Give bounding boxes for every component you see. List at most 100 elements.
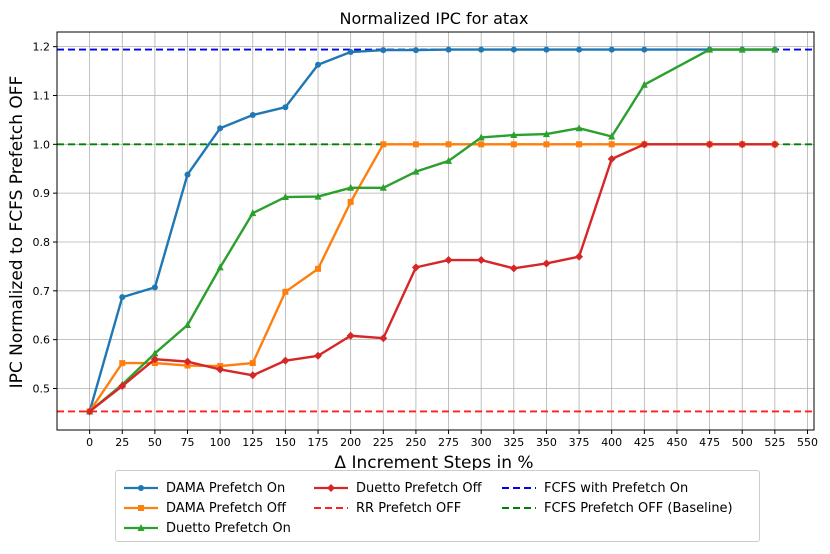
x-tick-label: 125	[242, 436, 263, 449]
y-tick-label: 0.9	[33, 187, 51, 200]
legend-swatch-fcfs-on	[502, 487, 536, 489]
data-point	[85, 407, 94, 416]
x-tick-label: 75	[181, 436, 195, 449]
legend-item-fcfs-on: FCFS with Prefetch On	[502, 479, 688, 497]
data-point	[412, 47, 419, 54]
data-point	[347, 198, 354, 205]
x-tick-label: 250	[405, 436, 426, 449]
ipc-line-chart: Normalized IPC for atax 0 25 50 75 100 125 150…	[7, 9, 818, 470]
legend-label: FCFS Prefetch OFF (Baseline)	[544, 500, 733, 516]
data-point	[445, 156, 453, 164]
data-point	[118, 382, 127, 391]
x-tick-label: 375	[569, 436, 590, 449]
data-point	[445, 141, 452, 148]
data-point	[510, 141, 517, 148]
data-point	[282, 104, 289, 111]
data-point	[315, 265, 322, 272]
series-line	[88, 48, 775, 412]
data-point	[282, 288, 289, 295]
x-tick-label: 350	[536, 436, 557, 449]
x-tick-label: 450	[666, 436, 687, 449]
data-point	[119, 294, 126, 301]
legend-label: RR Prefetch OFF	[356, 500, 462, 516]
x-tick-label: 275	[438, 436, 459, 449]
data-point	[705, 140, 714, 149]
data-point	[478, 46, 485, 53]
data-point	[542, 259, 551, 268]
data-point	[510, 131, 518, 139]
x-tick-label: 150	[275, 436, 296, 449]
x-tick-label: 500	[732, 436, 753, 449]
data-point	[281, 356, 290, 365]
legend-item-duetto-off: Duetto Prefetch Off	[314, 479, 482, 497]
data-point	[314, 351, 323, 360]
data-point	[510, 46, 517, 53]
y-tick-label: 0.5	[33, 382, 51, 395]
data-series	[85, 45, 779, 416]
data-point	[543, 46, 550, 53]
data-point	[151, 349, 159, 357]
legend-item-duetto-on: Duetto Prefetch On	[124, 519, 291, 537]
x-tick-label: 0	[86, 436, 93, 449]
data-point	[607, 154, 616, 163]
data-point	[184, 171, 191, 178]
data-point	[477, 256, 486, 265]
x-tick-label: 550	[797, 436, 818, 449]
data-point	[217, 125, 224, 132]
legend-item-dama-on: DAMA Prefetch On	[124, 479, 285, 497]
data-point	[183, 357, 192, 366]
chart-title: Normalized IPC for atax	[340, 9, 529, 28]
data-point	[608, 46, 615, 53]
legend-swatch-duetto-on	[124, 524, 158, 531]
data-point	[576, 46, 583, 53]
data-point	[640, 80, 648, 88]
data-point	[608, 132, 616, 140]
legend-item-fcfs-off: FCFS Prefetch OFF (Baseline)	[502, 499, 733, 517]
x-tick-label: 400	[601, 436, 622, 449]
legend-label: DAMA Prefetch On	[166, 480, 286, 496]
data-point	[641, 46, 648, 53]
x-tick-label: 425	[634, 436, 655, 449]
data-point	[576, 141, 583, 148]
data-point	[738, 45, 746, 53]
legend-label: FCFS with Prefetch On	[544, 480, 689, 496]
data-point	[314, 192, 322, 200]
data-point	[706, 45, 714, 53]
data-point	[509, 264, 518, 273]
data-point	[477, 133, 485, 141]
data-point	[249, 209, 257, 217]
data-point	[738, 140, 747, 149]
data-point	[380, 141, 387, 148]
x-tick-label: 325	[503, 436, 524, 449]
x-tick-label: 300	[471, 436, 492, 449]
y-tick-label: 0.8	[33, 236, 51, 249]
y-tick-label: 1.1	[33, 89, 51, 102]
data-point	[412, 167, 420, 175]
x-tick-label: 100	[210, 436, 231, 449]
data-point	[542, 130, 550, 138]
x-tick-label: 200	[340, 436, 361, 449]
data-point	[315, 61, 322, 68]
data-point	[151, 284, 158, 291]
y-tick-label: 0.6	[33, 334, 51, 347]
data-point	[380, 47, 387, 54]
legend-swatch-rr-off	[314, 507, 348, 509]
data-point	[445, 46, 452, 53]
data-point	[248, 371, 257, 380]
x-tick-label: 175	[308, 436, 329, 449]
legend-item-rr-off: RR Prefetch OFF	[314, 499, 461, 517]
data-point	[347, 49, 354, 56]
data-point	[640, 140, 649, 149]
legend-swatch-fcfs-off	[502, 507, 536, 509]
x-tick-label: 225	[373, 436, 394, 449]
legend-swatch-duetto-off	[314, 484, 348, 492]
data-point	[771, 45, 779, 53]
data-point	[543, 141, 550, 148]
data-point	[770, 140, 779, 149]
legend-item-dama-off: DAMA Prefetch Off	[124, 499, 286, 517]
x-tick-label: 475	[699, 436, 720, 449]
data-point	[411, 263, 420, 272]
y-axis-ticks: 0.5 0.6 0.7 0.8 0.9 1.0 1.1 1.2	[33, 41, 57, 395]
data-point	[575, 252, 584, 261]
data-point	[150, 355, 159, 364]
